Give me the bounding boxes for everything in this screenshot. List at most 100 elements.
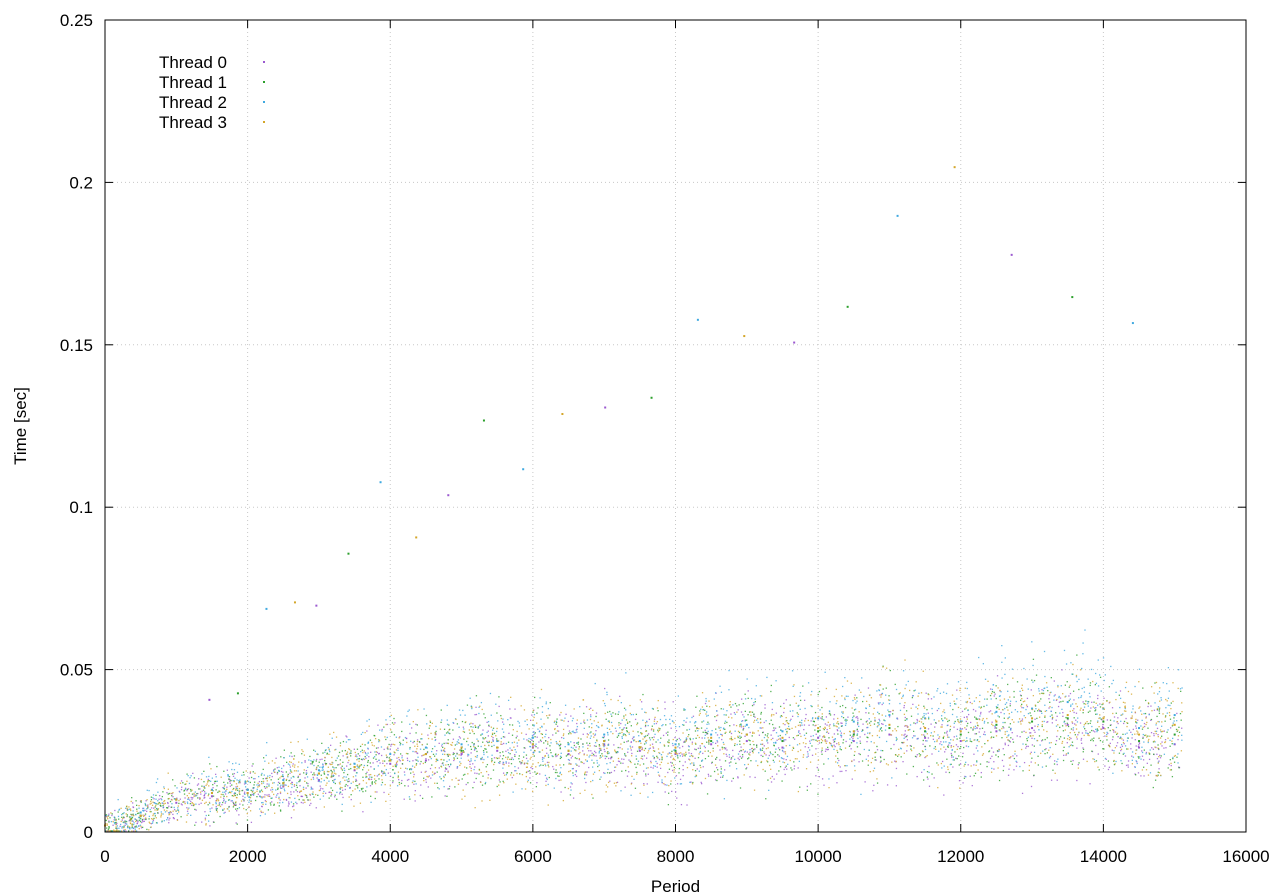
scatter-point — [876, 690, 878, 692]
scatter-point — [1068, 695, 1070, 697]
scatter-point — [1049, 715, 1051, 718]
scatter-point — [1038, 735, 1041, 737]
scatter-point — [844, 698, 846, 701]
scatter-point — [620, 762, 622, 764]
scatter-point — [227, 799, 230, 801]
scatter-point — [1141, 713, 1143, 715]
scatter-point — [410, 768, 413, 771]
scatter-point — [783, 768, 785, 771]
scatter-point — [1089, 783, 1091, 785]
scatter-point — [216, 765, 218, 768]
scatter-point — [1074, 734, 1077, 736]
scatter-point — [753, 701, 755, 704]
scatter-point — [650, 766, 652, 768]
scatter-point — [945, 771, 947, 773]
scatter-point — [779, 766, 782, 768]
scatter-point — [716, 739, 718, 742]
scatter-point — [1124, 733, 1127, 735]
scatter-point — [259, 795, 261, 797]
data-point — [139, 814, 142, 817]
scatter-point — [730, 737, 732, 740]
scatter-point — [516, 772, 518, 775]
scatter-point — [128, 816, 131, 818]
scatter-point — [342, 740, 345, 743]
scatter-point — [1098, 717, 1100, 719]
scatter-point — [963, 777, 966, 779]
scatter-point — [311, 793, 313, 795]
scatter-point — [663, 745, 666, 747]
scatter-point — [1087, 678, 1089, 680]
scatter-point — [921, 718, 923, 720]
scatter-point — [965, 761, 967, 763]
scatter-point — [823, 736, 825, 738]
scatter-point — [1150, 719, 1152, 721]
scatter-point — [252, 763, 254, 765]
scatter-point — [167, 801, 169, 804]
scatter-point — [1019, 736, 1021, 738]
scatter-point — [1004, 743, 1006, 746]
scatter-point — [768, 723, 771, 725]
scatter-point — [163, 799, 166, 802]
scatter-point — [959, 747, 961, 750]
scatter-point — [196, 792, 198, 795]
scatter-point — [895, 736, 897, 739]
scatter-point — [1140, 725, 1142, 727]
scatter-point — [1051, 718, 1054, 720]
scatter-point — [788, 725, 790, 728]
scatter-point — [124, 822, 126, 824]
scatter-point — [1158, 708, 1161, 710]
scatter-point — [728, 716, 730, 718]
scatter-point — [880, 749, 882, 752]
scatter-point — [586, 733, 589, 735]
scatter-point — [793, 738, 796, 740]
scatter-point — [215, 799, 218, 802]
scatter-point — [523, 747, 525, 749]
scatter-point — [1181, 739, 1183, 741]
scatter-point — [248, 799, 251, 801]
scatter-point — [626, 740, 628, 743]
scatter-point — [355, 780, 358, 782]
scatter-point — [817, 769, 820, 771]
scatter-point — [408, 760, 411, 763]
scatter-point — [734, 730, 736, 732]
scatter-point — [680, 803, 683, 806]
scatter-point — [1083, 724, 1085, 726]
scatter-point — [228, 761, 230, 763]
scatter-point — [726, 779, 728, 782]
scatter-point — [480, 701, 483, 704]
scatter-point — [454, 755, 457, 757]
scatter-point — [1098, 726, 1100, 728]
scatter-point — [949, 742, 951, 744]
scatter-point — [193, 777, 196, 779]
scatter-point — [1113, 716, 1116, 718]
scatter-point — [652, 708, 655, 710]
scatter-point — [287, 805, 290, 807]
scatter-point — [235, 786, 237, 788]
scatter-point — [790, 767, 792, 769]
scatter-point — [1040, 710, 1042, 712]
scatter-point — [818, 715, 820, 718]
scatter-point — [936, 709, 939, 712]
scatter-point — [819, 729, 821, 732]
scatter-point — [313, 764, 315, 767]
scatter-point — [343, 769, 346, 772]
scatter-point — [388, 757, 390, 759]
scatter-point — [676, 754, 679, 757]
scatter-point — [692, 738, 694, 740]
scatter-point — [775, 732, 778, 734]
scatter-point — [629, 760, 631, 763]
scatter-point — [1173, 743, 1175, 745]
scatter-point — [386, 736, 388, 739]
scatter-point — [906, 734, 908, 737]
scatter-point — [1153, 753, 1155, 755]
scatter-point — [788, 736, 790, 739]
scatter-point — [222, 809, 224, 812]
scatter-point — [460, 748, 463, 750]
scatter-point — [216, 798, 218, 800]
scatter-point — [180, 788, 183, 791]
scatter-point — [198, 778, 200, 780]
scatter-point — [783, 711, 785, 714]
scatter-point — [873, 742, 875, 744]
scatter-point — [484, 748, 486, 750]
scatter-point — [290, 770, 292, 772]
